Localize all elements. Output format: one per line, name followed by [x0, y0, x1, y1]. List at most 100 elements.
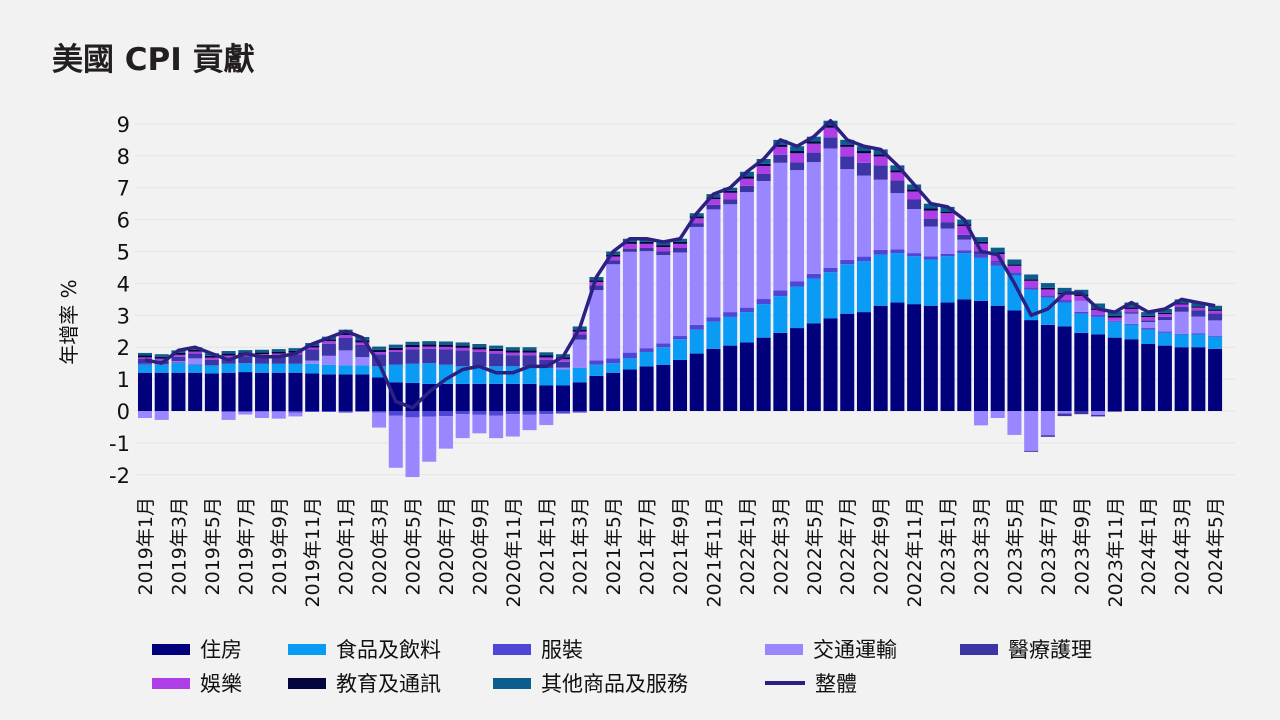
bar-segment-娛樂 — [171, 354, 186, 357]
bar-segment-服裝 — [188, 364, 203, 365]
y-tick-label: -2 — [109, 464, 130, 488]
bar-segment-服裝 — [338, 411, 353, 413]
bar-segment-醫療護理 — [739, 185, 754, 193]
bar-stack — [338, 329, 353, 413]
bar-segment-食品及飲料 — [639, 351, 654, 367]
bar-segment-教育及通訊 — [1191, 306, 1206, 308]
bar-segment-服裝 — [455, 411, 470, 415]
bar-segment-娛樂 — [974, 243, 988, 252]
bar-segment-娛樂 — [572, 331, 587, 335]
bar-segment-服裝 — [422, 411, 437, 417]
bar-segment-交通運輸 — [723, 204, 738, 313]
bar-segment-其他商品及服務 — [856, 146, 871, 152]
bar-segment-交通運輸 — [1124, 313, 1139, 324]
bar-stack — [204, 353, 219, 412]
bar-segment-住房 — [940, 302, 955, 411]
bar-segment-交通運輸 — [238, 411, 253, 415]
bar-segment-其他商品及服務 — [1191, 302, 1206, 307]
bar-segment-其他商品及服務 — [372, 346, 387, 350]
bar-segment-服裝 — [1141, 328, 1156, 330]
bar-segment-教育及通訊 — [1174, 303, 1189, 305]
bar-segment-醫療護理 — [639, 247, 654, 252]
bar-stack — [1057, 287, 1072, 417]
bar-segment-娛樂 — [806, 143, 821, 153]
bar-segment-醫療護理 — [673, 247, 688, 253]
bar-segment-住房 — [923, 305, 938, 411]
bar-segment-住房 — [204, 373, 219, 411]
bar-segment-醫療護理 — [773, 154, 788, 163]
bar-segment-交通運輸 — [823, 148, 838, 268]
bar-segment-其他商品及服務 — [505, 347, 520, 351]
bar-segment-交通運輸 — [422, 416, 437, 462]
bar-segment-醫療護理 — [539, 359, 554, 368]
bar-segment-交通運輸 — [271, 411, 286, 419]
bar-segment-交通運輸 — [923, 226, 938, 257]
bar-segment-醫療護理 — [505, 355, 520, 367]
bar-segment-教育及通訊 — [305, 345, 320, 348]
bar-segment-住房 — [1040, 324, 1055, 411]
bar-segment-娛樂 — [355, 342, 370, 345]
bar-segment-交通運輸 — [673, 252, 688, 337]
bar-segment-住房 — [138, 372, 152, 411]
bar-segment-娛樂 — [1141, 317, 1156, 321]
bar-segment-食品及飲料 — [388, 364, 403, 383]
bar-segment-醫療護理 — [873, 165, 888, 180]
bar-segment-醫療護理 — [288, 354, 303, 364]
bar-segment-教育及通訊 — [489, 348, 504, 352]
bar-segment-其他商品及服務 — [840, 139, 855, 145]
bar-segment-教育及通訊 — [539, 355, 554, 358]
bar-segment-醫療護理 — [1057, 413, 1072, 417]
x-tick-label: 2021年1月 — [536, 497, 558, 595]
x-tick-label: 2022年5月 — [804, 497, 826, 595]
bar-segment-交通運輸 — [1208, 320, 1223, 336]
bar-segment-服裝 — [556, 411, 570, 414]
bar-segment-食品及飲料 — [1107, 321, 1122, 338]
bar-segment-住房 — [288, 372, 303, 411]
bar-segment-其他商品及服務 — [940, 206, 955, 212]
bar-segment-服裝 — [974, 254, 988, 258]
x-tick-label: 2019年1月 — [135, 497, 157, 595]
bar-segment-其他商品及服務 — [1124, 302, 1139, 308]
bar-segment-醫療護理 — [1141, 320, 1156, 322]
bar-segment-食品及飲料 — [154, 364, 169, 373]
bar-segment-服裝 — [1091, 314, 1106, 317]
chart-title: 美國 CPI 貢獻 — [52, 42, 255, 78]
x-tick-label: 2022年1月 — [737, 497, 759, 595]
bar-segment-醫療護理 — [388, 351, 403, 365]
bar-segment-教育及通訊 — [773, 144, 788, 147]
bar-segment-食品及飲料 — [773, 296, 788, 333]
bar-segment-教育及通訊 — [723, 190, 738, 193]
bar-segment-交通運輸 — [1057, 411, 1072, 414]
bar-segment-交通運輸 — [221, 411, 236, 420]
bar-segment-教育及通訊 — [622, 241, 637, 244]
bar-stack — [739, 171, 754, 411]
bar-segment-服裝 — [288, 411, 303, 413]
bar-segment-服裝 — [940, 253, 955, 257]
bar-stack — [422, 341, 437, 462]
bar-segment-其他商品及服務 — [1040, 283, 1055, 288]
bar-segment-食品及飲料 — [171, 363, 186, 373]
bar-segment-其他商品及服務 — [1141, 312, 1156, 316]
bar-segment-醫療護理 — [556, 361, 570, 368]
bar-segment-住房 — [171, 372, 186, 411]
bar-segment-交通運輸 — [1040, 411, 1055, 436]
bar-segment-住房 — [539, 385, 554, 411]
bar-segment-娛樂 — [1057, 294, 1072, 300]
bar-segment-交通運輸 — [255, 411, 270, 419]
bar-segment-交通運輸 — [305, 360, 320, 364]
bar-segment-其他商品及服務 — [388, 344, 403, 348]
bar-segment-服裝 — [823, 267, 838, 273]
bar-segment-教育及通訊 — [388, 347, 403, 351]
x-tick-label: 2019年5月 — [202, 497, 224, 595]
bar-segment-住房 — [689, 353, 704, 411]
bar-segment-醫療護理 — [1074, 411, 1089, 415]
bar-stack — [405, 341, 420, 478]
bar-segment-醫療護理 — [1157, 316, 1172, 321]
bar-stack — [756, 158, 771, 411]
bar-segment-食品及飲料 — [622, 358, 637, 370]
bar-segment-交通運輸 — [689, 226, 704, 325]
bar-segment-服裝 — [1191, 333, 1206, 335]
bar-segment-住房 — [790, 328, 805, 411]
bar-segment-服裝 — [372, 411, 387, 413]
bar-segment-娛樂 — [940, 213, 955, 223]
